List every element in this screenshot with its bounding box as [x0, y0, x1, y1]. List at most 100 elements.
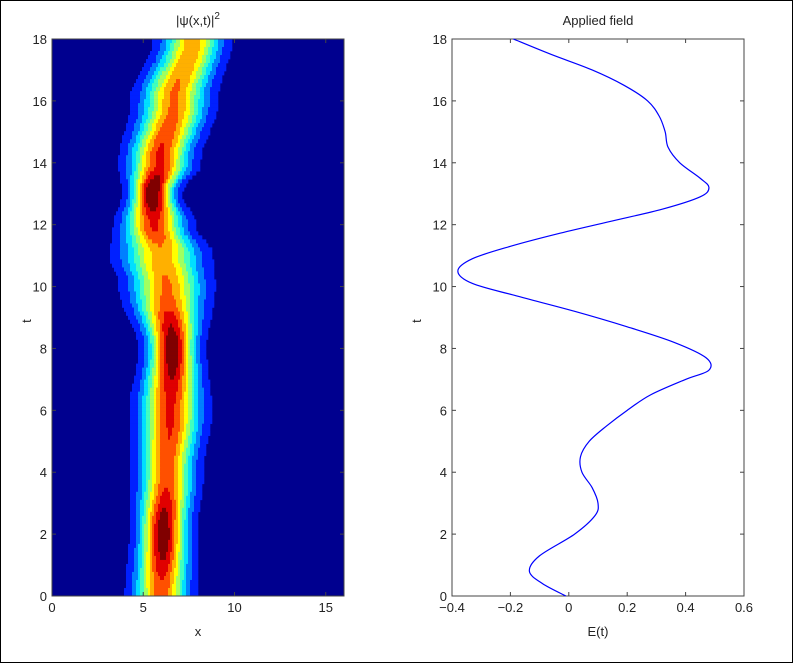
- heatmap-cell: [114, 219, 123, 224]
- heatmap-cell: [142, 231, 147, 236]
- heatmap-cell: [130, 455, 139, 461]
- heatmap-cell: [128, 259, 135, 264]
- heatmap-cell: [168, 435, 171, 441]
- heatmap-cell: [176, 163, 181, 168]
- heatmap-cell: [172, 239, 177, 244]
- heatmap-cell: [144, 183, 149, 188]
- heatmap-cell: [202, 367, 209, 372]
- heatmap-cell: [156, 159, 165, 164]
- heatmap-cell: [194, 387, 199, 392]
- heatmap-cell: [150, 303, 155, 308]
- heatmap-cell: [158, 379, 161, 384]
- heatmap-cell: [140, 191, 143, 196]
- heatmap-cell: [188, 511, 193, 517]
- heatmap-cell: [162, 243, 173, 248]
- heatmap-cell: [192, 399, 195, 404]
- heatmap-cell: [168, 591, 173, 597]
- heatmap-cell: [126, 163, 133, 168]
- heatmap-cell: [138, 163, 143, 168]
- heatmap-cell: [158, 351, 161, 356]
- heatmap-cell: [140, 95, 147, 100]
- heatmap-cell: [206, 119, 215, 124]
- heatmap-cell: [150, 499, 153, 505]
- heatmap-cell: [170, 199, 173, 204]
- heatmap-cell: [162, 279, 171, 284]
- heatmap-cell: [128, 243, 133, 248]
- heatmap-cell: [200, 247, 213, 252]
- heatmap-cell: [136, 223, 141, 228]
- heatmap-cell: [130, 95, 141, 100]
- heatmap-cell: [144, 99, 151, 104]
- heatmap-cell: [130, 139, 137, 144]
- heatmap-cell: [132, 135, 137, 140]
- heatmap-cell: [164, 359, 167, 364]
- heatmap-cell: [176, 591, 181, 597]
- heatmap-cell: [166, 391, 177, 396]
- heatmap-cell: [190, 319, 195, 324]
- heatmap-cell: [188, 351, 191, 356]
- heatmap-cell: [196, 471, 205, 477]
- heatmap-cell: [150, 207, 157, 212]
- heatmap-cell: [164, 375, 171, 380]
- heatmap-cell: [174, 523, 179, 529]
- heatmap-cell: [130, 415, 139, 420]
- heatmap-cell: [156, 443, 161, 449]
- heatmap-cell: [178, 323, 183, 328]
- heatmap-cell: [136, 523, 141, 529]
- heatmap-cell: [206, 295, 215, 300]
- heatmap-cell: [148, 135, 153, 140]
- heatmap-cell: [188, 391, 193, 396]
- heatmap-cell: [172, 563, 177, 569]
- heatmap-cell: [174, 191, 179, 196]
- heatmap-cell: [182, 543, 185, 549]
- heatmap-cell: [136, 491, 143, 497]
- heatmap-cell: [140, 499, 145, 505]
- heatmap-cell: [136, 511, 141, 517]
- heatmap-cell: [160, 75, 167, 80]
- heatmap-cell: [164, 343, 167, 348]
- heatmap-cell: [142, 403, 147, 408]
- heatmap-cell: [142, 559, 145, 565]
- heatmap-cell: [142, 451, 147, 457]
- heatmap-cell: [132, 323, 141, 328]
- heatmap-cell: [150, 79, 155, 84]
- heatmap-cell: [170, 527, 173, 533]
- heatmap-cell: [158, 51, 165, 56]
- heatmap-cell: [190, 451, 195, 457]
- heatmap-cell: [192, 243, 199, 248]
- heatmap-cell: [196, 339, 201, 344]
- heatmap-cell: [194, 275, 199, 280]
- heatmap-cell: [154, 355, 157, 360]
- heatmap-cell: [154, 419, 157, 424]
- heatmap-cell: [188, 455, 193, 461]
- heatmap-cell: [178, 215, 183, 220]
- heatmap-cell: [136, 335, 145, 340]
- heatmap-cell: [150, 423, 155, 428]
- heatmap-cell: [156, 407, 161, 412]
- heatmap-cell: [204, 95, 211, 100]
- heatmap-cell: [180, 143, 185, 148]
- left-ytick-label: 2: [40, 527, 47, 542]
- heatmap-cell: [152, 499, 157, 505]
- heatmap-cell: [176, 143, 181, 148]
- heatmap-cell: [144, 387, 149, 392]
- heatmap-cell: [144, 531, 149, 537]
- heatmap-cell: [132, 235, 137, 240]
- heatmap-cell: [150, 467, 153, 473]
- heatmap-cell: [134, 275, 139, 280]
- heatmap-cell: [204, 407, 213, 412]
- heatmap-cell: [182, 479, 185, 485]
- heatmap-cell: [174, 555, 177, 561]
- heatmap-cell: [162, 55, 167, 60]
- heatmap-cell: [132, 303, 139, 308]
- heatmap-cell: [150, 587, 155, 593]
- heatmap-cell: [186, 215, 195, 220]
- heatmap-cell: [158, 571, 167, 577]
- heatmap-cell: [204, 87, 211, 92]
- heatmap-cell: [178, 359, 183, 364]
- heatmap-cell: [140, 151, 145, 156]
- heatmap-cell: [142, 131, 147, 136]
- heatmap-cell: [138, 175, 141, 180]
- heatmap-cell: [138, 563, 143, 569]
- heatmap-cell: [170, 67, 175, 72]
